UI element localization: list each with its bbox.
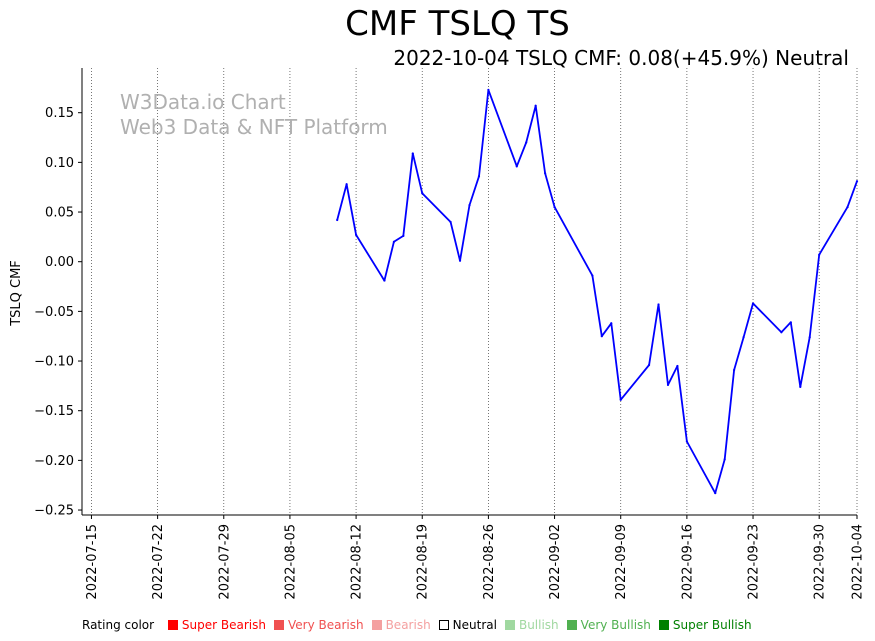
x-axis-ticks: 2022-07-15 2022-07-22 2022-07-29 2022-08-05… [85,515,866,600]
y-tick-label: 0.05 [45,206,74,221]
legend-item-super-bullish: Super Bullish [658,617,752,633]
y-tick-label: 0.10 [45,156,74,171]
data-point-2022-08-12 [354,233,358,236]
x-tick-label: 2022-08-05 [283,524,298,600]
legend-item-super-bearish: Super Bearish [167,617,266,633]
legend-item-label: Bearish [385,618,431,632]
data-point-2022-10-03 [846,205,849,209]
legend-swatch-icon [504,620,515,630]
y-tick-label: 0.15 [45,106,74,121]
y-tick-label: −0.20 [34,454,74,469]
data-point-2022-08-17 [402,234,405,237]
data-point-2022-08-16 [392,240,395,243]
y-tick-label: −0.10 [34,355,74,370]
data-point-2022-09-07 [600,335,603,338]
x-tick-label: 2022-09-09 [614,524,629,600]
watermark-line-2: Web3 Data & NFT Platform [120,115,388,139]
data-point-2022-09-30 [818,253,821,256]
legend-swatch-icon [438,620,449,630]
legend-swatch-icon [167,620,178,630]
legend-item-very-bearish: Very Bearish [273,617,364,633]
x-tick-label: 2022-09-16 [680,524,695,600]
x-tick-label: 2022-09-30 [813,524,828,600]
legend-item-label: Super Bearish [181,618,266,632]
legend-item-label: Very Bullish [580,618,651,632]
data-point-2022-09-20 [723,458,726,461]
data-point-2022-08-23 [458,259,462,262]
data-point-2022-10-04 [855,180,859,183]
y-tick-label: −0.05 [34,305,74,320]
data-point-2022-09-12 [647,363,651,367]
data-point-2022-09-26 [780,331,783,334]
x-tick-label: 2022-07-15 [85,524,100,600]
y-axis-label: TSLQ CMF [9,260,24,327]
data-point-2022-09-23 [751,302,755,305]
data-point-2022-09-01 [544,172,547,175]
x-tick-label: 2022-09-02 [548,524,563,600]
legend-item-very-bullish: Very Bullish [566,617,651,633]
watermark: W3Data.io Chart Web3 Data & NFT Platform [120,90,388,140]
legend-swatch-icon [566,620,577,630]
y-axis-ticks: 0.15 0.10 0.05 0.00 −0.05 −0.10 −0.15 −0.20 −0.2… [34,106,82,519]
legend-item-label: Neutral [452,618,497,632]
chart-title: CMF TSLQ TS [345,4,570,44]
x-tick-label: 2022-08-12 [350,524,365,600]
data-point-2022-09-21 [733,368,736,372]
series-line-tslq-cmf [336,89,858,495]
data-point-2022-09-27 [789,321,792,324]
data-point-2022-08-18 [411,152,414,155]
data-point-2022-09-14 [666,383,670,386]
y-tick-label: −0.15 [34,404,74,419]
y-tick-label: 0.00 [45,255,74,270]
data-point-2022-08-15 [383,279,386,282]
series-layer [336,88,859,495]
data-point-2022-08-31 [534,104,537,107]
data-point-2022-08-22 [449,220,452,224]
data-point-2022-09-15 [676,364,679,368]
data-point-2022-08-19 [421,192,424,195]
legend-label: Rating color [82,618,155,632]
data-point-2022-08-30 [525,141,528,144]
data-point-2022-08-25 [477,175,481,178]
data-point-2022-09-22 [742,336,745,339]
x-tick-label: 2022-07-29 [217,524,232,600]
legend-item-bearish: Bearish [371,617,431,633]
data-point-2022-09-29 [808,336,811,339]
legend-item-label: Very Bearish [287,618,364,632]
axes [81,68,857,516]
data-point-2022-08-29 [515,165,518,168]
data-point-2022-08-26 [487,88,490,91]
data-point-2022-08-24 [468,203,471,207]
legend-item-neutral: Neutral [438,617,497,633]
data-point-2022-09-19 [714,492,717,495]
rating-color-legend: Rating color Super Bearish Very Bearish Be… [82,617,760,633]
data-point-2022-09-16 [685,440,688,443]
data-point-2022-09-28 [799,385,802,388]
x-tick-label: 2022-08-26 [482,524,497,600]
y-tick-label: −0.25 [34,504,74,519]
data-point-2022-08-10 [336,218,339,222]
data-point-2022-09-02 [553,205,556,209]
data-point-2022-08-11 [345,183,348,186]
chart-subtitle: 2022-10-04 TSLQ CMF: 0.08(+45.9%) Neutra… [393,46,849,70]
data-point-2022-09-09 [619,398,622,401]
legend-swatch-icon [371,620,382,630]
data-point-2022-09-06 [591,274,594,277]
legend-item-label: Super Bullish [672,618,752,632]
watermark-line-1: W3Data.io Chart [120,90,286,114]
x-tick-label: 2022-10-04 [851,524,866,600]
data-point-2022-09-13 [657,303,660,306]
x-tick-label: 2022-08-19 [416,524,431,600]
x-tick-label: 2022-09-23 [747,524,762,600]
legend-item-bullish: Bullish [504,617,559,633]
legend-item-label: Bullish [518,618,559,632]
legend-swatch-icon [658,620,669,630]
x-tick-label: 2022-07-22 [151,524,166,600]
data-point-2022-09-08 [610,322,613,325]
legend-items: Super Bearish Very Bearish Bearish Neutral B… [167,617,760,633]
legend-swatch-icon [273,620,284,630]
